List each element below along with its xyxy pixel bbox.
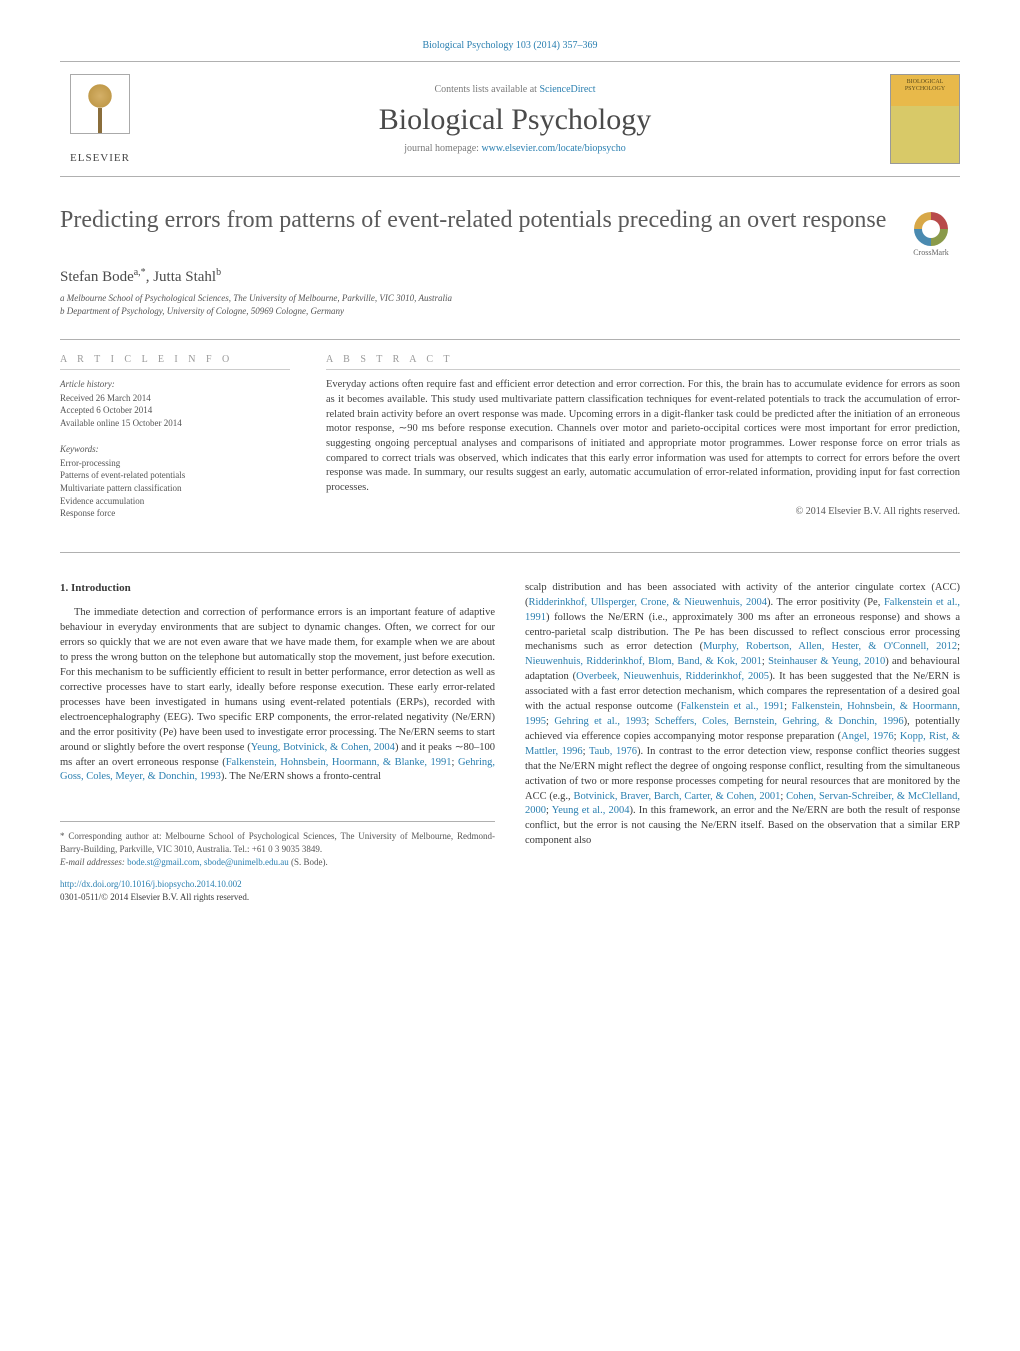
section-number: 1. (60, 582, 68, 594)
article-info-heading: A R T I C L E I N F O (60, 354, 290, 370)
header-bar: ELSEVIER Contents lists available at Sci… (60, 61, 960, 177)
keyword-item: Response force (60, 507, 290, 520)
abstract-column: A B S T R A C T Everyday actions often r… (326, 354, 960, 534)
section-title: Introduction (71, 582, 131, 594)
issn-copyright-line: 0301-0511/© 2014 Elsevier B.V. All right… (60, 891, 495, 904)
corresponding-author-note: * Corresponding author at: Melbourne Sch… (60, 830, 495, 855)
body-para-right: scalp distribution and has been associat… (525, 581, 960, 849)
publisher-name: ELSEVIER (70, 152, 130, 164)
sciencedirect-link[interactable]: ScienceDirect (539, 84, 595, 95)
footnotes-block: * Corresponding author at: Melbourne Sch… (60, 821, 495, 868)
history-label: Article history: (60, 378, 290, 390)
article-title: Predicting errors from patterns of event… (60, 205, 888, 235)
crossmark-icon (914, 212, 948, 246)
history-received: Received 26 March 2014 (60, 392, 290, 404)
doi-block: http://dx.doi.org/10.1016/j.biopsycho.20… (60, 878, 495, 904)
contents-line: Contents lists available at ScienceDirec… (160, 84, 870, 95)
journal-ref-vol: 103 (2014) 357–369 (516, 40, 598, 51)
article-history-block: Article history: Received 26 March 2014 … (60, 378, 290, 429)
page-container: Biological Psychology 103 (2014) 357–369… (0, 0, 1020, 954)
journal-reference-line: Biological Psychology 103 (2014) 357–369 (60, 40, 960, 51)
keyword-item: Patterns of event-related potentials (60, 469, 290, 482)
info-abstract-row: A R T I C L E I N F O Article history: R… (60, 339, 960, 553)
article-info-column: A R T I C L E I N F O Article history: R… (60, 354, 290, 534)
header-center: Contents lists available at ScienceDirec… (160, 84, 870, 154)
elsevier-logo: ELSEVIER (60, 74, 140, 164)
keywords-block: Keywords: Error-processing Patterns of e… (60, 443, 290, 520)
history-online: Available online 15 October 2014 (60, 417, 290, 429)
keyword-item: Evidence accumulation (60, 495, 290, 508)
email-person: (S. Bode). (291, 857, 328, 867)
keyword-item: Multivariate pattern classification (60, 482, 290, 495)
doi-link[interactable]: http://dx.doi.org/10.1016/j.biopsycho.20… (60, 879, 242, 889)
journal-ref-journal: Biological Psychology (422, 40, 513, 51)
authors-line: Stefan Bodea,*, Jutta Stahlb (60, 267, 960, 286)
title-column: Predicting errors from patterns of event… (60, 205, 888, 245)
body-columns: 1. Introduction The immediate detection … (60, 581, 960, 904)
title-row: Predicting errors from patterns of event… (60, 205, 960, 263)
homepage-line: journal homepage: www.elsevier.com/locat… (160, 143, 870, 154)
journal-name: Biological Psychology (160, 103, 870, 137)
email-line: E-mail addresses: bode.st@gmail.com, sbo… (60, 856, 495, 869)
affiliations: a Melbourne School of Psychological Scie… (60, 292, 960, 317)
journal-reference-link[interactable]: Biological Psychology 103 (2014) 357–369 (422, 40, 597, 51)
section-heading: 1. Introduction (60, 581, 495, 597)
keywords-list: Error-processing Patterns of event-relat… (60, 457, 290, 520)
keywords-label: Keywords: (60, 443, 290, 455)
elsevier-tree-icon (70, 74, 130, 134)
author-email-link[interactable]: bode.st@gmail.com, sbode@unimelb.edu.au (127, 857, 289, 867)
abstract-copyright: © 2014 Elsevier B.V. All rights reserved… (326, 506, 960, 517)
body-column-right: scalp distribution and has been associat… (525, 581, 960, 904)
body-column-left: 1. Introduction The immediate detection … (60, 581, 495, 904)
body-para-left: The immediate detection and correction o… (60, 606, 495, 785)
journal-cover-thumbnail: BIOLOGICAL PSYCHOLOGY (890, 74, 960, 164)
homepage-link[interactable]: www.elsevier.com/locate/biopsycho (481, 143, 625, 154)
crossmark-badge[interactable]: CrossMark (902, 205, 960, 263)
crossmark-label: CrossMark (913, 248, 949, 257)
affiliation-a: a Melbourne School of Psychological Scie… (60, 292, 960, 305)
affiliation-b: b Department of Psychology, University o… (60, 305, 960, 318)
abstract-text: Everyday actions often require fast and … (326, 378, 960, 496)
history-accepted: Accepted 6 October 2014 (60, 404, 290, 416)
email-label: E-mail addresses: (60, 857, 125, 867)
abstract-heading: A B S T R A C T (326, 354, 960, 370)
homepage-prefix: journal homepage: (404, 143, 481, 154)
keyword-item: Error-processing (60, 457, 290, 470)
contents-prefix: Contents lists available at (434, 84, 539, 95)
